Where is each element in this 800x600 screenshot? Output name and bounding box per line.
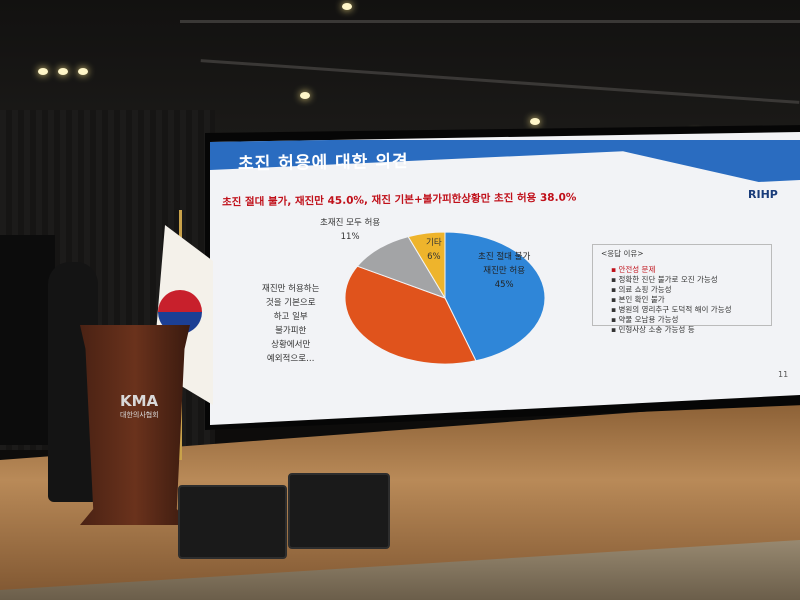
label-line: 45% xyxy=(494,280,514,290)
rihp-logo: RIHP xyxy=(748,188,778,201)
reason-item: 민형사상 소송 가능성 등 xyxy=(611,325,763,335)
podium xyxy=(80,325,190,525)
label-slice-1: 재진만 허용하는 것을 기본으로 하고 일부 불가피한 상황에서만 예외적으로… xyxy=(262,282,319,366)
label-slice-0: 초진 절대 불가 재진만 허용 45% xyxy=(478,250,530,292)
label-line: 11% xyxy=(340,232,360,242)
reason-item: 병원의 영리추구 도덕적 해이 가능성 xyxy=(611,305,763,315)
podium-org: 대한의사협회 xyxy=(120,411,159,419)
label-line: 재진만 허용 xyxy=(483,266,526,276)
floor-speaker xyxy=(178,485,287,559)
label-line: 상황에서만 xyxy=(271,340,311,350)
floor-speaker xyxy=(288,473,390,549)
label-line: 초재진 모두 허용 xyxy=(320,218,381,228)
ceiling-light xyxy=(342,3,352,10)
label-line: 하고 일부 xyxy=(273,312,308,322)
reasons-box: <응답 이유> 안전성 문제 정확한 진단 불가로 오진 가능성 의료 쇼핑 가… xyxy=(592,244,772,334)
truss xyxy=(180,20,800,23)
label-line: 초진 절대 불가 xyxy=(478,252,531,262)
truss xyxy=(200,59,800,104)
door xyxy=(0,235,55,445)
label-line: 6% xyxy=(427,252,441,262)
label-line: 기타 xyxy=(426,238,442,248)
label-slice-2: 초재진 모두 허용 11% xyxy=(320,216,380,244)
label-line: 재진만 허용하는 xyxy=(262,284,320,294)
ceiling-light xyxy=(38,68,48,75)
pie-slice-0 xyxy=(444,231,546,362)
reason-item: 의료 쇼핑 가능성 xyxy=(611,285,763,295)
podium-logo: KMA xyxy=(120,392,159,410)
label-line: 예외적으로… xyxy=(266,354,315,364)
pie-slice-1 xyxy=(344,265,477,365)
reason-item: 본인 확인 불가 xyxy=(611,295,763,305)
reason-item: 약물 오남용 가능성 xyxy=(611,315,763,325)
pie-slice-2 xyxy=(356,236,447,299)
reason-item: 안전성 문제 xyxy=(611,265,763,275)
ceiling-light xyxy=(300,92,310,99)
pie-slice-3 xyxy=(407,231,446,300)
page-number: 11 xyxy=(778,370,789,379)
label-slice-3: 기타 6% xyxy=(426,236,442,264)
reason-item: 정확한 진단 불가로 오진 가능성 xyxy=(611,275,763,285)
reasons-heading: <응답 이유> xyxy=(601,249,644,258)
ceiling-light xyxy=(58,68,68,75)
ceiling-light xyxy=(78,68,88,75)
ceiling-light xyxy=(530,118,540,125)
label-line: 것을 기본으로 xyxy=(265,298,316,308)
label-line: 불가피한 xyxy=(275,326,307,336)
